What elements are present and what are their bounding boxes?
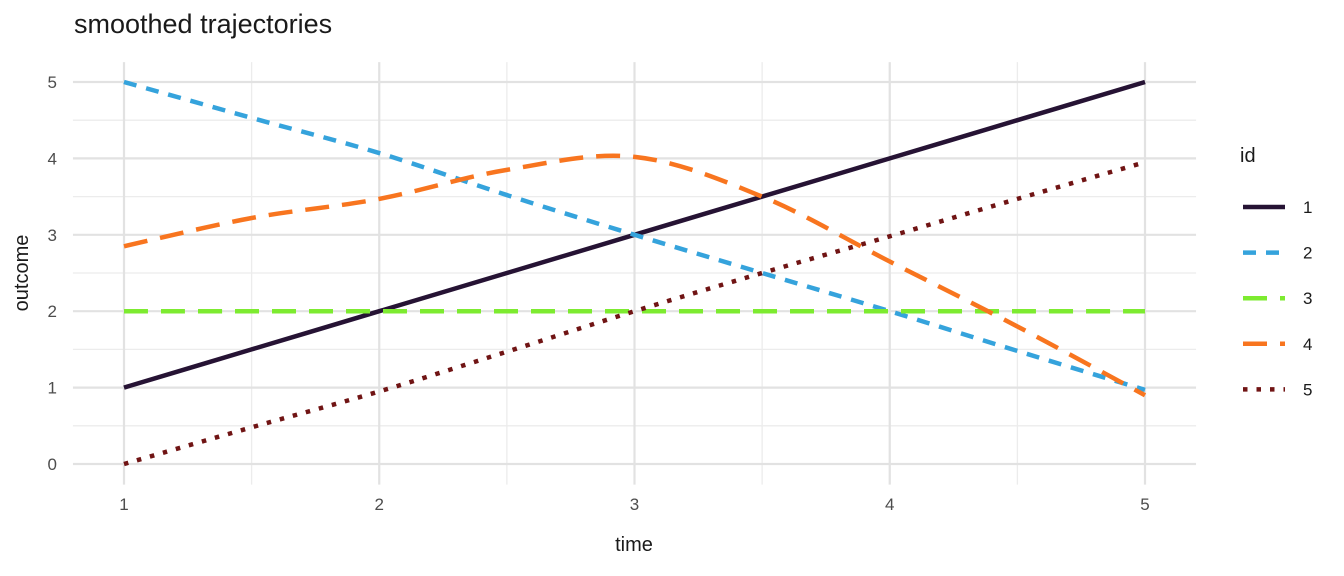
y-tick-label-4: 4	[48, 149, 57, 168]
legend-title: id	[1240, 145, 1256, 167]
legend-entry-4: 4	[1243, 335, 1312, 354]
series-layer	[123, 79, 1147, 467]
x-tick-label-4: 4	[885, 495, 894, 514]
x-tick-label-3: 3	[630, 495, 639, 514]
legend-entry-2: 2	[1243, 244, 1312, 263]
legend-label-3: 3	[1303, 289, 1312, 308]
legend-entry-1: 1	[1243, 198, 1312, 217]
legend-label-4: 4	[1303, 335, 1312, 354]
y-tick-label-5: 5	[48, 73, 57, 92]
legend-entries: 1 2 3 4 5	[1243, 198, 1312, 399]
y-tick-label-1: 1	[48, 379, 57, 398]
x-tick-label-1: 1	[119, 495, 128, 514]
x-tick-label-2: 2	[375, 495, 384, 514]
y-tick-label-3: 3	[48, 226, 57, 245]
legend: id 1 2 3 4 5	[1240, 145, 1312, 399]
legend-entry-3: 3	[1243, 289, 1312, 308]
y-tick-label-0: 0	[48, 455, 57, 474]
series-line-4	[123, 153, 1147, 398]
x-axis-label: time	[615, 534, 653, 556]
grid-layer	[72, 62, 1197, 485]
axis-layer: 1 2 3 4 5 0 1 2 3 4 5	[48, 73, 1150, 514]
y-tick-label-2: 2	[48, 302, 57, 321]
series-line-5	[123, 160, 1146, 467]
chart-title: smoothed trajectories	[74, 9, 332, 39]
legend-entry-5: 5	[1243, 380, 1312, 399]
legend-label-1: 1	[1303, 198, 1312, 217]
y-axis-label: outcome	[11, 235, 33, 312]
legend-label-2: 2	[1303, 244, 1312, 263]
legend-label-5: 5	[1303, 380, 1312, 399]
x-tick-label-5: 5	[1140, 495, 1149, 514]
series-line-2	[123, 79, 1146, 393]
